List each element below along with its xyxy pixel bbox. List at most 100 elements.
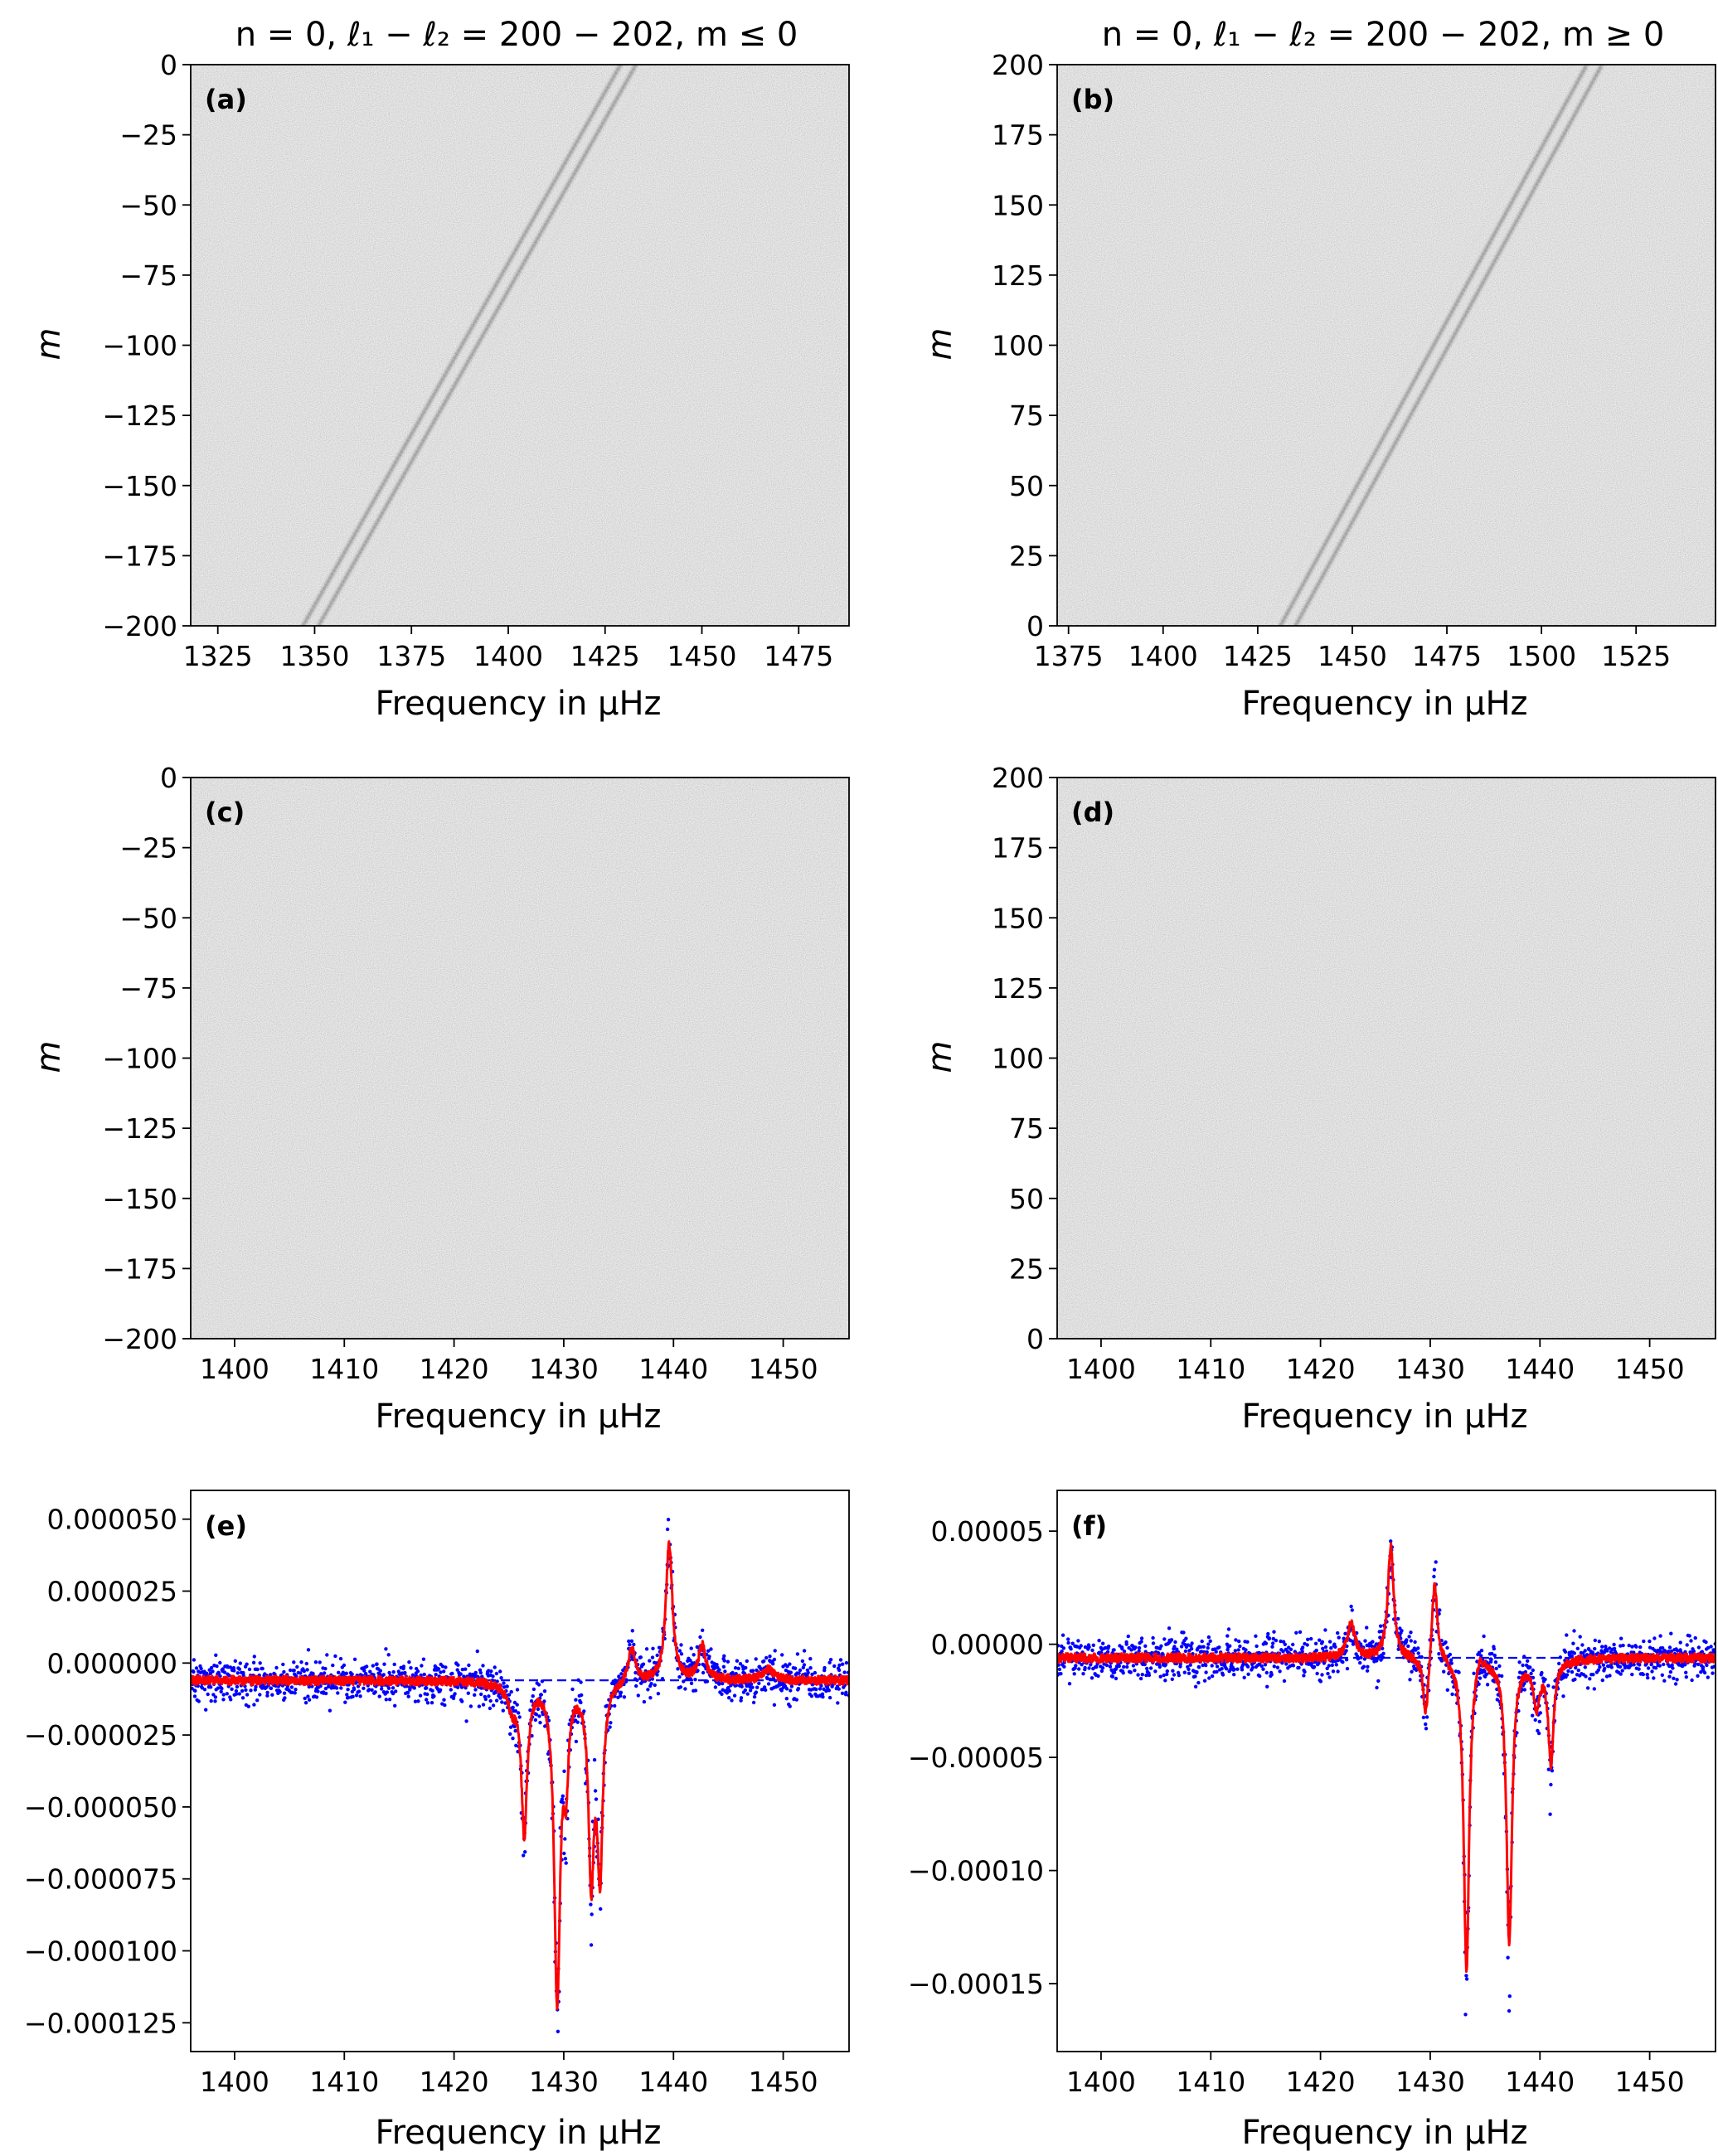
panel-b-noise-background: [1057, 65, 1716, 626]
data-point: [387, 1670, 391, 1675]
data-point: [517, 1715, 522, 1719]
data-point: [228, 1665, 233, 1669]
data-point: [683, 1687, 687, 1691]
data-point: [1572, 1629, 1576, 1633]
data-point: [1449, 1661, 1454, 1665]
data-point: [192, 1658, 197, 1662]
y-tick-label: 100: [992, 330, 1044, 362]
data-point: [1638, 1645, 1643, 1650]
data-point: [209, 1698, 213, 1703]
data-point: [555, 2059, 558, 2062]
data-point: [1182, 1670, 1187, 1674]
data-point: [844, 1690, 848, 1695]
data-point: [1059, 1672, 1063, 1676]
data-point: [1217, 1645, 1221, 1650]
y-tick-label: −175: [102, 540, 177, 572]
data-point: [638, 1655, 643, 1659]
data-point: [337, 1670, 341, 1675]
x-tick-label: 1430: [529, 2066, 599, 2098]
x-tick-label: 1400: [1066, 1353, 1136, 1385]
data-point: [357, 1689, 362, 1693]
data-point: [1114, 1676, 1119, 1681]
data-point: [206, 1692, 210, 1697]
data-point: [1517, 1660, 1521, 1664]
x-tick-label: 1450: [749, 2066, 818, 2098]
data-point: [260, 1666, 264, 1671]
data-point: [252, 1655, 256, 1659]
data-point: [1315, 1671, 1319, 1676]
data-point: [241, 1673, 245, 1678]
data-point: [305, 1668, 309, 1672]
data-point: [1240, 1668, 1245, 1672]
data-point: [1573, 1677, 1577, 1682]
data-point: [1106, 1645, 1111, 1649]
data-point: [1407, 1635, 1411, 1639]
data-point: [493, 1665, 497, 1669]
data-point: [1138, 1676, 1143, 1681]
y-tick-label: −0.000125: [24, 2007, 177, 2039]
data-point: [1313, 1641, 1318, 1646]
data-point: [727, 1696, 731, 1700]
data-point: [233, 1659, 237, 1664]
data-point: [1270, 1645, 1274, 1649]
data-point: [789, 1670, 793, 1674]
data-point: [464, 1719, 468, 1723]
data-point: [1365, 1669, 1370, 1673]
data-point: [432, 1694, 436, 1698]
data-point: [265, 1693, 269, 1698]
data-point: [1326, 1671, 1330, 1676]
data-point: [371, 1664, 375, 1668]
data-point: [1188, 1663, 1192, 1667]
data-point: [1557, 1661, 1561, 1666]
data-point: [796, 1686, 801, 1691]
data-point: [534, 1713, 539, 1717]
y-tick-label: 150: [992, 902, 1044, 934]
data-point: [1245, 1664, 1250, 1669]
data-point: [808, 1657, 813, 1661]
data-point: [251, 1660, 256, 1665]
data-point: [234, 1688, 239, 1693]
data-point: [370, 1688, 374, 1693]
y-tick-label: −0.000100: [24, 1935, 177, 1967]
panel-b-ridge-2: [1294, 65, 1604, 626]
panel-b-xticks: 1375 1400 1425 1450 1475 1500 1525: [1034, 626, 1671, 672]
data-point: [384, 1698, 388, 1702]
data-point: [1696, 1674, 1700, 1679]
data-point: [354, 1693, 359, 1698]
data-point: [1445, 1645, 1449, 1650]
y-tick-label: 50: [1009, 470, 1044, 502]
data-point: [1517, 1675, 1521, 1680]
data-point: [460, 1667, 465, 1672]
panel-f-background: [1057, 1490, 1716, 2052]
data-point: [1572, 1651, 1577, 1655]
data-point: [842, 1670, 847, 1674]
data-point: [244, 1688, 248, 1693]
data-point: [627, 1639, 631, 1644]
y-tick-label: 0: [1026, 610, 1044, 642]
data-point: [797, 1671, 801, 1675]
data-point: [788, 1704, 792, 1708]
x-tick-label: 1420: [420, 1353, 489, 1385]
data-point: [836, 1701, 840, 1705]
data-point: [1434, 1560, 1438, 1564]
y-tick-label: −175: [102, 1252, 177, 1285]
y-tick-label: 0.000000: [47, 1647, 177, 1679]
data-point: [1104, 1663, 1109, 1668]
data-point: [1163, 1663, 1168, 1667]
data-point: [235, 1684, 240, 1689]
y-tick-label: 200: [992, 762, 1044, 794]
data-point: [592, 1757, 597, 1762]
data-point: [575, 1720, 580, 1724]
data-point: [750, 1669, 755, 1673]
data-point: [1329, 1646, 1333, 1650]
data-point: [1196, 1680, 1201, 1685]
data-point: [745, 1692, 750, 1696]
data-point: [1526, 1659, 1530, 1664]
x-tick-label: 1410: [1176, 2066, 1245, 2098]
data-point: [1444, 1640, 1448, 1645]
data-point: [1139, 1640, 1143, 1644]
data-point: [628, 1643, 632, 1647]
data-point: [751, 1700, 756, 1705]
data-point: [306, 1694, 310, 1698]
data-point: [500, 1700, 504, 1704]
